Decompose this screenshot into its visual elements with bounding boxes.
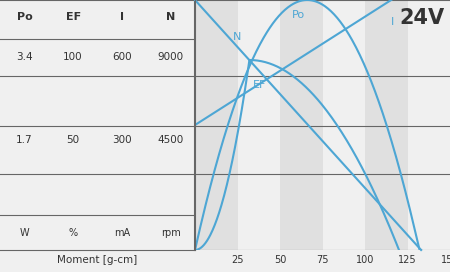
- Text: EF: EF: [66, 13, 81, 23]
- Text: 600: 600: [112, 52, 132, 63]
- Text: %: %: [68, 227, 78, 237]
- Text: 125: 125: [398, 255, 417, 265]
- Text: rpm: rpm: [161, 227, 180, 237]
- Text: 75: 75: [316, 255, 329, 265]
- Bar: [365, 0, 408, 250]
- Text: 300: 300: [112, 135, 132, 145]
- Text: 150: 150: [441, 255, 450, 265]
- Text: N: N: [166, 13, 175, 23]
- Bar: [323, 0, 365, 250]
- Text: 100: 100: [63, 52, 83, 63]
- Text: 3.4: 3.4: [16, 52, 33, 63]
- Text: 9000: 9000: [158, 52, 184, 63]
- Text: 50: 50: [67, 135, 80, 145]
- Text: W: W: [19, 227, 29, 237]
- Text: 24V: 24V: [400, 8, 445, 27]
- Text: Po: Po: [17, 13, 32, 23]
- Text: 100: 100: [356, 255, 374, 265]
- Text: 4500: 4500: [158, 135, 184, 145]
- Text: mA: mA: [114, 227, 130, 237]
- Text: EF: EF: [253, 79, 266, 89]
- Text: 1.7: 1.7: [16, 135, 33, 145]
- Text: 50: 50: [274, 255, 286, 265]
- Text: I: I: [120, 13, 124, 23]
- Text: N: N: [232, 32, 241, 42]
- Text: I: I: [391, 17, 394, 27]
- Text: Moment [g-cm]: Moment [g-cm]: [58, 255, 138, 265]
- Text: 25: 25: [231, 255, 244, 265]
- Bar: [195, 0, 238, 250]
- Bar: [238, 0, 280, 250]
- Bar: [408, 0, 450, 250]
- Text: Po: Po: [292, 10, 305, 20]
- Bar: [280, 0, 323, 250]
